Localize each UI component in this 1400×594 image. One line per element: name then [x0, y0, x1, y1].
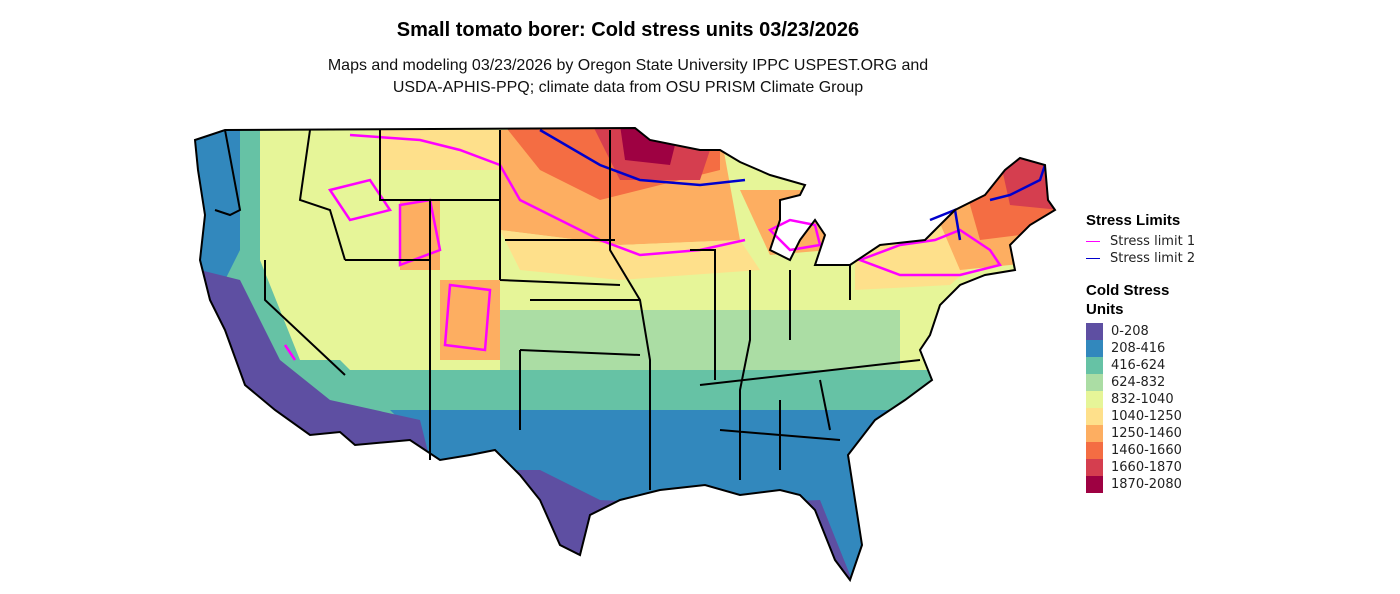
color-swatch-icon: [1086, 357, 1103, 374]
legend-class-label: 416-624: [1111, 358, 1166, 373]
us-cold-stress-map: [194, 127, 1056, 581]
legend-class-label: 1870-2080: [1111, 477, 1182, 492]
legend-label: Stress limit 1: [1110, 234, 1196, 249]
legend-class: 1040-1250: [1086, 408, 1195, 425]
legend-label: Stress limit 2: [1110, 251, 1196, 266]
legend-class: 1660-1870: [1086, 459, 1195, 476]
color-swatch-icon: [1086, 340, 1103, 357]
legend-class-label: 1660-1870: [1111, 460, 1182, 475]
legend-class: 1870-2080: [1086, 476, 1195, 493]
subtitle-line-1: Maps and modeling 03/23/2026 by Oregon S…: [327, 57, 929, 74]
line-swatch-icon: [1086, 241, 1100, 242]
legend-class-label: 0-208: [1111, 324, 1149, 339]
stress-limit-1-contours: [283, 133, 1003, 361]
color-swatch-icon: [1086, 374, 1103, 391]
legend-class: 624-832: [1086, 374, 1195, 391]
legend-class-label: 1250-1460: [1111, 426, 1182, 441]
legend-class-label: 624-832: [1111, 375, 1166, 390]
state-boundaries: [194, 127, 1056, 581]
color-swatch-icon: [1086, 425, 1103, 442]
legend-class-label: 1460-1660: [1111, 443, 1182, 458]
legend-class: 0-208: [1086, 323, 1195, 340]
legend-class-label: 1040-1250: [1111, 409, 1182, 424]
legend-class: 1460-1660: [1086, 442, 1195, 459]
subtitle-line-2: USDA-APHIS-PPQ; climate data from OSU PR…: [392, 79, 864, 96]
color-swatch-icon: [1086, 476, 1103, 493]
color-swatch-icon: [1086, 442, 1103, 459]
stress-limits-title: Stress Limits: [1086, 212, 1181, 229]
color-swatch-icon: [1086, 391, 1103, 408]
legend-class: 832-1040: [1086, 391, 1195, 408]
map-title: Small tomato borer: Cold stress units 03…: [396, 19, 860, 41]
csu-title-line-1: Cold Stress: [1086, 282, 1170, 299]
legend-class: 208-416: [1086, 340, 1195, 357]
legend-class: 1250-1460: [1086, 425, 1195, 442]
legend-stress-limit-2: Stress limit 2: [1086, 250, 1195, 267]
color-swatch-icon: [1086, 459, 1103, 476]
legend-class: 416-624: [1086, 357, 1195, 374]
csu-title-line-2: Units: [1086, 301, 1124, 318]
legend: Stress Limits Stress limit 1 Stress limi…: [1086, 212, 1195, 493]
legend-class-label: 832-1040: [1111, 392, 1174, 407]
legend-class-label: 208-416: [1111, 341, 1166, 356]
line-swatch-icon: [1086, 258, 1100, 259]
csu-classes: 0-208 208-416 416-624 624-832 832-1040 1040-1…: [1086, 323, 1195, 493]
csu-title: Cold Stress Units: [1086, 281, 1195, 319]
color-swatch-icon: [1086, 408, 1103, 425]
color-swatch-icon: [1086, 323, 1103, 340]
legend-stress-limit-1: Stress limit 1: [1086, 233, 1195, 250]
map-subtitle: Maps and modeling 03/23/2026 by Oregon S…: [228, 55, 1028, 99]
